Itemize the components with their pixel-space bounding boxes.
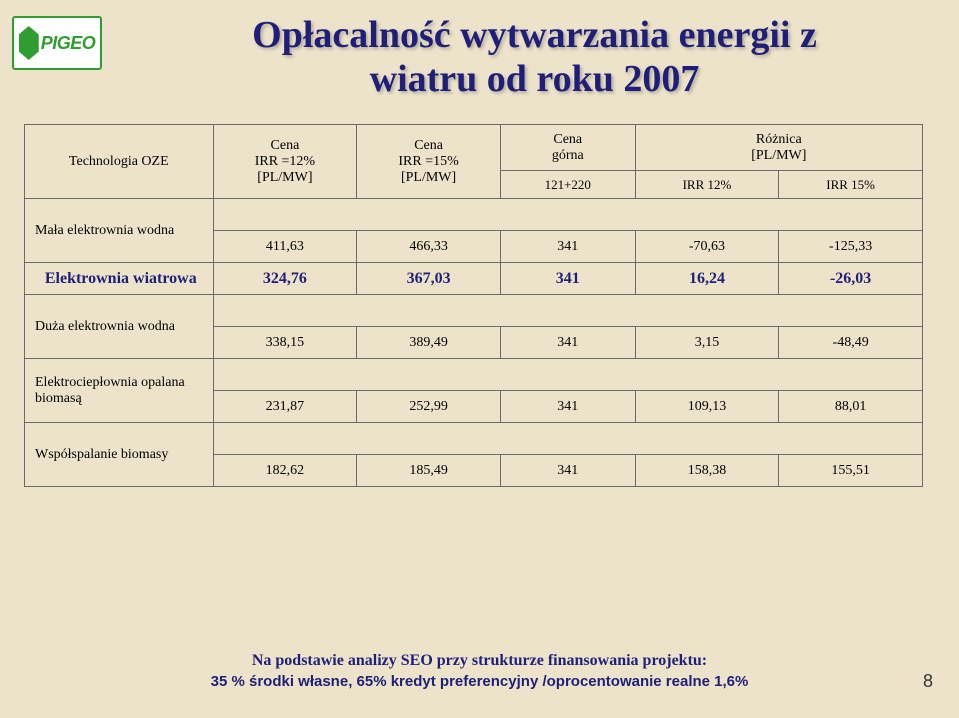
footer-note: Na podstawie analizy SEO przy strukturze…	[0, 650, 959, 692]
cell: -48,49	[779, 327, 923, 359]
hdr-cena15: Cena IRR =15% [PL/MW]	[357, 125, 501, 199]
slide-title: Opłacalność wytwarzania energii z wiatru…	[140, 14, 929, 101]
cell: 185,49	[357, 455, 501, 487]
row-label-text: Elektrownia wiatrowa	[45, 270, 197, 287]
cell: 88,01	[779, 391, 923, 423]
hdr-roznica: Różnica [PL/MW]	[635, 125, 922, 171]
row-label: Duża elektrownia wodna	[25, 295, 214, 359]
hdr-irr15: IRR 15%	[779, 171, 923, 199]
page-number: 8	[923, 671, 933, 692]
row-label: Elektrownia wiatrowa	[25, 263, 214, 295]
title-line-1: Opłacalność wytwarzania energii z	[252, 14, 817, 56]
cell: 341	[500, 231, 635, 263]
logo: PIGEO	[12, 16, 102, 70]
cell: 155,51	[779, 455, 923, 487]
row-label: Elektrociepłownia opalana biomasą	[25, 359, 214, 423]
cell: 3,15	[635, 327, 779, 359]
hdr-irr12: IRR 12%	[635, 171, 779, 199]
cell: 466,33	[357, 231, 501, 263]
cell: 341	[500, 455, 635, 487]
logo-text: PIGEO	[41, 33, 96, 54]
footer-line-1: Na podstawie analizy SEO przy strukturze…	[0, 650, 959, 672]
row-label: Mała elektrownia wodna	[25, 199, 214, 263]
cell: 341	[500, 391, 635, 423]
hdr-cena12: Cena IRR =12% [PL/MW]	[213, 125, 357, 199]
hdr-cena-gorna-l2: górna	[552, 148, 584, 163]
cell: 341	[500, 263, 635, 295]
table-row: Współspalanie biomasy	[25, 423, 923, 455]
cell: 182,62	[213, 455, 357, 487]
data-table: Technologia OZE Cena IRR =12% [PL/MW] Ce…	[24, 124, 923, 487]
hdr-cena-gorna: Cena górna	[500, 125, 635, 171]
table-row: Duża elektrownia wodna	[25, 295, 923, 327]
logo-icon	[19, 26, 39, 60]
hdr-cena15-l1: Cena	[414, 138, 443, 153]
hdr-cena-gorna-l1: Cena	[553, 132, 582, 147]
footer-line-2: 35 % środki własne, 65% kredyt preferenc…	[0, 672, 959, 692]
cell: 389,49	[357, 327, 501, 359]
hdr-tech: Technologia OZE	[25, 125, 214, 199]
hdr-cena12-l1: Cena	[271, 138, 300, 153]
cell: -26,03	[779, 263, 923, 295]
cell: -125,33	[779, 231, 923, 263]
cell: 338,15	[213, 327, 357, 359]
hdr-121-220: 121+220	[500, 171, 635, 199]
cell: -70,63	[635, 231, 779, 263]
cell: 252,99	[357, 391, 501, 423]
hdr-cena15-l3: [PL/MW]	[401, 170, 456, 185]
cell: 231,87	[213, 391, 357, 423]
cell: 411,63	[213, 231, 357, 263]
cell: 324,76	[213, 263, 357, 295]
cell: 367,03	[357, 263, 501, 295]
title-line-2: wiatru od roku 2007	[370, 58, 700, 100]
cell: 16,24	[635, 263, 779, 295]
table-row: Mała elektrownia wodna	[25, 199, 923, 231]
table-row: Elektrownia wiatrowa 324,76 367,03 341 1…	[25, 263, 923, 295]
hdr-cena12-l2: IRR =12%	[255, 154, 315, 169]
hdr-cena12-l3: [PL/MW]	[257, 170, 312, 185]
row-label: Współspalanie biomasy	[25, 423, 214, 487]
hdr-roznica-l1: Różnica	[756, 132, 802, 147]
cell: 158,38	[635, 455, 779, 487]
cell: 341	[500, 327, 635, 359]
cell: 109,13	[635, 391, 779, 423]
table-row: Elektrociepłownia opalana biomasą	[25, 359, 923, 391]
hdr-cena15-l2: IRR =15%	[398, 154, 458, 169]
hdr-roznica-l2: [PL/MW]	[751, 148, 806, 163]
